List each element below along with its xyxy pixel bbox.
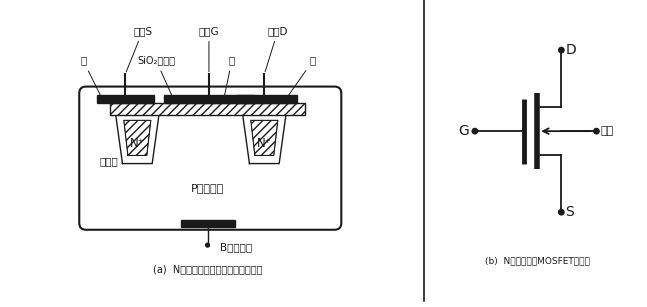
Text: 衬底: 衬底: [600, 126, 614, 136]
Circle shape: [558, 47, 564, 53]
Text: 铝: 铝: [80, 56, 101, 96]
Bar: [181, 220, 235, 227]
Bar: [111, 103, 305, 115]
FancyBboxPatch shape: [79, 87, 342, 230]
Polygon shape: [116, 115, 159, 164]
Bar: [97, 95, 153, 103]
Text: 栅极G: 栅极G: [199, 26, 219, 72]
Text: N⁺: N⁺: [130, 137, 145, 150]
Text: N⁺: N⁺: [257, 137, 272, 150]
Text: 源极S: 源极S: [126, 26, 152, 72]
Circle shape: [558, 209, 564, 215]
Text: S: S: [565, 205, 574, 219]
Circle shape: [594, 128, 599, 134]
Text: (a)  N沟道增强型场效应管结构示意图: (a) N沟道增强型场效应管结构示意图: [153, 264, 262, 274]
Text: (b)  N沟道增强型MOSFET管符号: (b) N沟道增强型MOSFET管符号: [485, 256, 589, 265]
Polygon shape: [243, 115, 286, 164]
Circle shape: [206, 243, 210, 247]
Text: G: G: [459, 124, 470, 138]
Bar: [237, 95, 297, 103]
Text: 铝: 铝: [287, 56, 316, 97]
Text: 耗尽层: 耗尽层: [100, 156, 118, 166]
Text: P型硅衬底: P型硅衬底: [191, 183, 225, 193]
Text: SiO₂绝缘层: SiO₂绝缘层: [137, 56, 177, 107]
Text: B衬底引线: B衬底引线: [220, 242, 252, 252]
Text: 铝: 铝: [225, 56, 235, 96]
Bar: [164, 95, 254, 103]
Bar: [111, 103, 305, 115]
Text: D: D: [565, 43, 576, 57]
Text: 漏极D: 漏极D: [265, 26, 288, 72]
Circle shape: [472, 128, 477, 134]
